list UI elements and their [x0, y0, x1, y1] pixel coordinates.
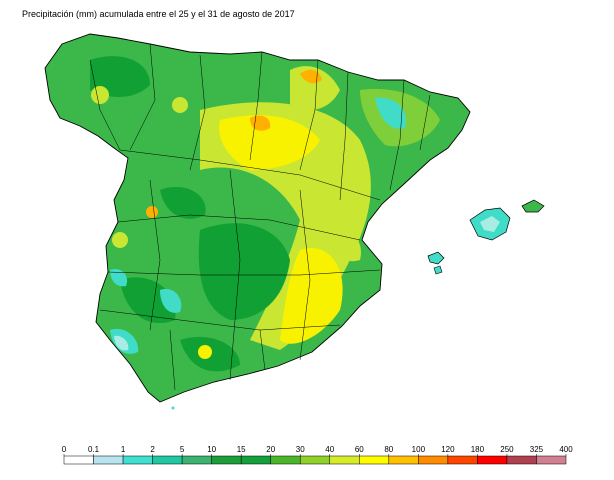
legend-tick-label: 20: [266, 445, 275, 454]
legend-swatch: [181, 455, 212, 465]
balearic-islands: [427, 199, 545, 275]
legend-tick-label: 5: [180, 445, 185, 454]
legend-swatch: [299, 455, 331, 465]
legend-tick-label: 80: [384, 445, 393, 454]
legend-tick-label: 40: [325, 445, 334, 454]
legend-swatch: [93, 455, 124, 465]
legend-tick-label: 100: [412, 445, 426, 454]
ceuta-dot: [171, 406, 175, 410]
legend-swatch: [122, 455, 153, 465]
ibiza: [427, 251, 445, 265]
legend-svg: 0 0.1 1 2 5 10 15 20 30 40 60 80 100 120 180 250 325 400: [62, 445, 573, 465]
legend-swatch: [240, 455, 271, 465]
legend-tick-label: 0.1: [88, 445, 100, 454]
legend-swatch: [447, 455, 478, 465]
legend-swatch: [418, 455, 449, 465]
legend-swatch: [359, 455, 390, 465]
peninsula-precip-field: [45, 34, 470, 402]
color-legend: 0 0.1 1 2 5 10 15 20 30 40 60 80 100 120 180 250 325 400: [0, 440, 614, 480]
menorca: [521, 199, 545, 213]
precipitation-map: [44, 33, 545, 410]
map-svg: [44, 33, 545, 410]
legend-tick-label: 400: [559, 445, 573, 454]
legend-tick-label: 30: [296, 445, 305, 454]
legend-tick-label: 0: [62, 445, 67, 454]
legend-tick-label: 180: [471, 445, 485, 454]
legend-swatch: [211, 455, 242, 465]
legend-tick-label: 325: [530, 445, 544, 454]
legend-tick-label: 120: [441, 445, 455, 454]
legend-tick-label: 250: [500, 445, 514, 454]
legend-tick-label: 2: [150, 445, 155, 454]
map-title: Precipitación (mm) acumulada entre el 25…: [22, 9, 295, 19]
legend-tick-label: 60: [355, 445, 364, 454]
legend-swatch: [152, 455, 183, 465]
legend-swatch: [63, 455, 94, 465]
legend-swatch: [477, 455, 508, 465]
legend-tick-label: 1: [121, 445, 126, 454]
legend-tick-label: 10: [207, 445, 216, 454]
legend-swatch: [536, 455, 567, 465]
province-boundaries: [89, 43, 431, 391]
legend-swatch: [388, 455, 419, 465]
peninsula-coastline: [44, 33, 471, 403]
formentera: [433, 265, 443, 275]
legend-swatch: [329, 455, 360, 465]
legend-tick-label: 15: [237, 445, 246, 454]
legend-swatch: [270, 455, 301, 465]
legend-swatch: [506, 455, 537, 465]
